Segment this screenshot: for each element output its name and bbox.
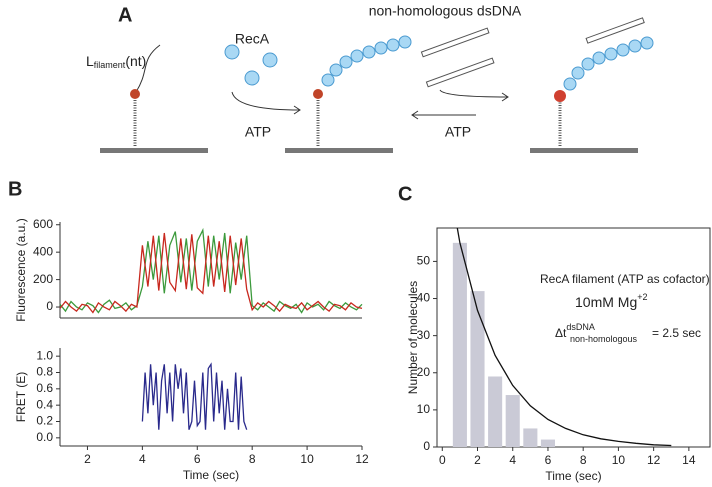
x-tick-label: 14 [682, 453, 696, 467]
x-tick-label: 4 [509, 453, 516, 467]
x-tick-label: 8 [580, 453, 587, 467]
x-tick-label: 12 [355, 452, 369, 466]
y-tick-label: 0.6 [36, 381, 53, 395]
y-tick-label: 200 [33, 272, 53, 286]
x-tick-label: 2 [84, 452, 91, 466]
x-tick-label: 8 [249, 452, 256, 466]
bar [470, 291, 485, 447]
y-tick-label: 10 [417, 402, 431, 416]
panel-label: C [398, 183, 412, 205]
line-series [141, 362, 248, 430]
dna-strands [133, 98, 562, 146]
x-tick-label: 10 [612, 453, 626, 467]
mg-sup: +2 [637, 292, 647, 302]
bar [452, 242, 467, 447]
x-tick-label: 0 [439, 453, 446, 467]
y-tick-label: 600 [33, 217, 53, 231]
length-label: Lfilament(nt) [86, 53, 146, 71]
x-tick-label: 12 [647, 453, 661, 467]
y-tick-label: 0.2 [36, 414, 53, 428]
y-axis-label: FRET (E) [14, 372, 28, 422]
dt-symbol: Δt [555, 326, 567, 340]
ssdna [135, 44, 161, 93]
reca-monomers [224, 35, 654, 91]
dt-text: = 2.5 sec [652, 326, 701, 340]
y-axis-label: Fluorescence (a.u.) [14, 218, 28, 321]
length-sub: filament [94, 60, 126, 70]
dt-sup: dsDNA [566, 322, 595, 332]
annotation: ΔtdsDNA non-homologous = 2.5 sec [555, 322, 701, 344]
dsdna-fragments [420, 17, 645, 88]
y-tick-label: 0 [46, 299, 53, 313]
dsdna-label: non-homologous dsDNA [369, 3, 522, 19]
x-tick-label: 4 [139, 452, 146, 466]
panel-label: B [8, 178, 22, 200]
mg-text: 10mM Mg [575, 294, 637, 310]
line-series [59, 232, 363, 314]
x-axis-label: Time (sec) [183, 468, 239, 482]
dye [313, 89, 323, 99]
x-tick-label: 10 [300, 452, 314, 466]
arrows [231, 89, 509, 120]
length-main: L [86, 53, 94, 69]
dye [554, 90, 566, 102]
diagram: A non-homologous dsDNA RecA Lfilament(nt… [86, 3, 654, 153]
bar [488, 376, 503, 447]
y-tick-label: 0 [423, 439, 430, 453]
bar [505, 395, 520, 447]
y-tick-label: 50 [417, 254, 431, 268]
line-series [456, 228, 672, 447]
surfaces [100, 148, 638, 153]
dye [130, 89, 140, 99]
bar [540, 439, 556, 447]
x-axis-label: Time (sec) [545, 469, 601, 483]
y-tick-label: 1.0 [36, 348, 53, 362]
annotation: RecA filament (ATP as cofactor) [540, 272, 710, 286]
y-tick-label: 40 [417, 291, 431, 305]
plot-frame [436, 227, 711, 448]
x-tick-label: 2 [474, 453, 481, 467]
atp-label: ATP [245, 124, 271, 140]
atp-label: ATP [445, 124, 471, 140]
y-tick-label: 20 [417, 365, 431, 379]
annotation: 10mM Mg+2 [575, 292, 648, 309]
y-tick-label: 400 [33, 244, 53, 258]
y-axis-label: Number of molecules [406, 281, 420, 394]
y-tick-label: 0.0 [36, 430, 53, 444]
y-tick-label: 30 [417, 328, 431, 342]
x-tick-label: 6 [545, 453, 552, 467]
panel-label: A [118, 4, 132, 26]
length-unit: (nt) [125, 53, 146, 69]
x-tick-label: 6 [194, 452, 201, 466]
bar [523, 428, 538, 447]
y-tick-label: 0.4 [36, 397, 53, 411]
y-tick-label: 0.8 [36, 365, 53, 379]
dt-sub: non-homologous [570, 334, 638, 344]
line-series [59, 227, 363, 314]
reca-label: RecA [235, 31, 270, 47]
